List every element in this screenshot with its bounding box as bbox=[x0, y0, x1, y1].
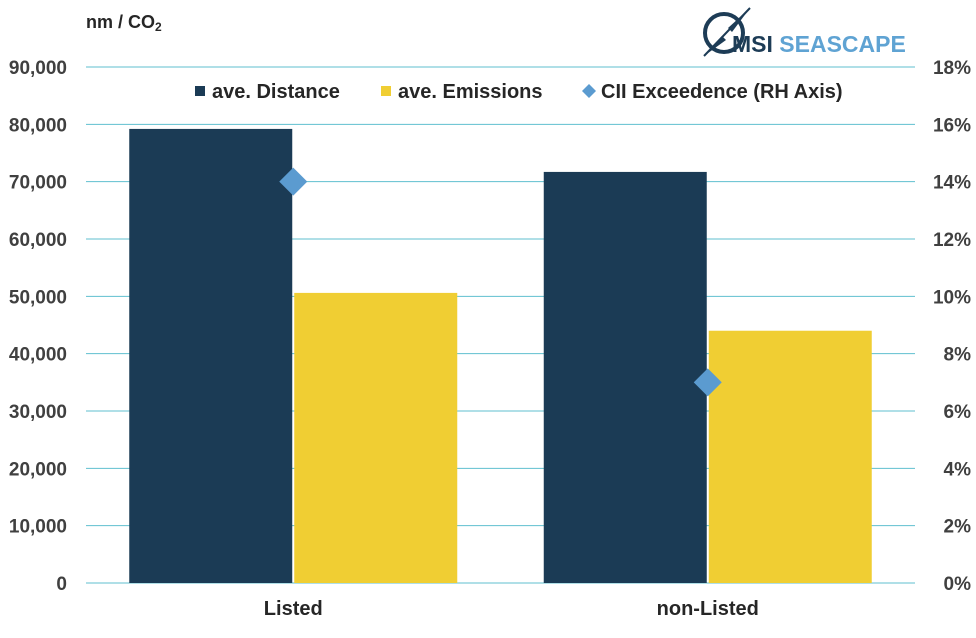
right-axis-ticks: 0% 2% 4% 6% 8% 10% 12% 14% 16% 18% bbox=[933, 58, 971, 595]
legend-distance-marker bbox=[195, 86, 205, 96]
right-tick-label: 8% bbox=[944, 345, 972, 366]
right-tick-label: 4% bbox=[944, 459, 972, 480]
logo-wordmark: MSI SEASCAPE bbox=[732, 31, 906, 57]
legend-cii-label: CII Exceedence (RH Axis) bbox=[601, 81, 843, 103]
left-axis-ticks: 0 10,000 20,000 30,000 40,000 50,000 60,000 70,… bbox=[9, 58, 67, 595]
right-tick-label: 10% bbox=[933, 287, 971, 308]
bar-emissions-0 bbox=[294, 292, 458, 583]
right-tick-label: 0% bbox=[944, 574, 972, 595]
left-tick-label: 20,000 bbox=[9, 459, 67, 480]
bar-distance-1 bbox=[543, 171, 707, 584]
msi-seascape-logo: MSI SEASCAPE bbox=[700, 6, 915, 58]
compass-logo-icon bbox=[703, 7, 751, 57]
left-tick-label: 0 bbox=[56, 574, 67, 595]
legend-cii-marker bbox=[582, 84, 596, 98]
legend-emissions-label: ave. Emissions bbox=[398, 81, 543, 103]
category-label: Listed bbox=[264, 598, 323, 620]
y-axis-unit-label: nm / CO2 bbox=[86, 12, 162, 34]
right-tick-label: 6% bbox=[944, 402, 972, 423]
left-tick-label: 10,000 bbox=[9, 517, 67, 538]
left-tick-label: 60,000 bbox=[9, 230, 67, 251]
category-label: non-Listed bbox=[657, 598, 759, 620]
right-tick-label: 18% bbox=[933, 58, 971, 79]
right-tick-label: 16% bbox=[933, 115, 971, 136]
left-tick-label: 90,000 bbox=[9, 58, 67, 79]
left-tick-label: 80,000 bbox=[9, 115, 67, 136]
right-tick-label: 12% bbox=[933, 230, 971, 251]
legend: ave. Distance ave. Emissions CII Exceedenc… bbox=[195, 81, 843, 103]
cii-point-1 bbox=[693, 368, 722, 397]
left-tick-label: 30,000 bbox=[9, 402, 67, 423]
legend-emissions-marker bbox=[381, 86, 391, 96]
cii-points bbox=[279, 167, 722, 397]
bar-distance-0 bbox=[129, 128, 293, 584]
legend-distance-label: ave. Distance bbox=[212, 81, 340, 103]
left-tick-label: 40,000 bbox=[9, 345, 67, 366]
left-tick-label: 70,000 bbox=[9, 173, 67, 194]
left-tick-label: 50,000 bbox=[9, 287, 67, 308]
bar-emissions-1 bbox=[708, 330, 872, 583]
cii-point-0 bbox=[279, 167, 308, 196]
right-tick-label: 14% bbox=[933, 173, 971, 194]
category-labels: Listed non-Listed bbox=[264, 598, 759, 620]
right-tick-label: 2% bbox=[944, 517, 972, 538]
bars bbox=[129, 128, 872, 584]
